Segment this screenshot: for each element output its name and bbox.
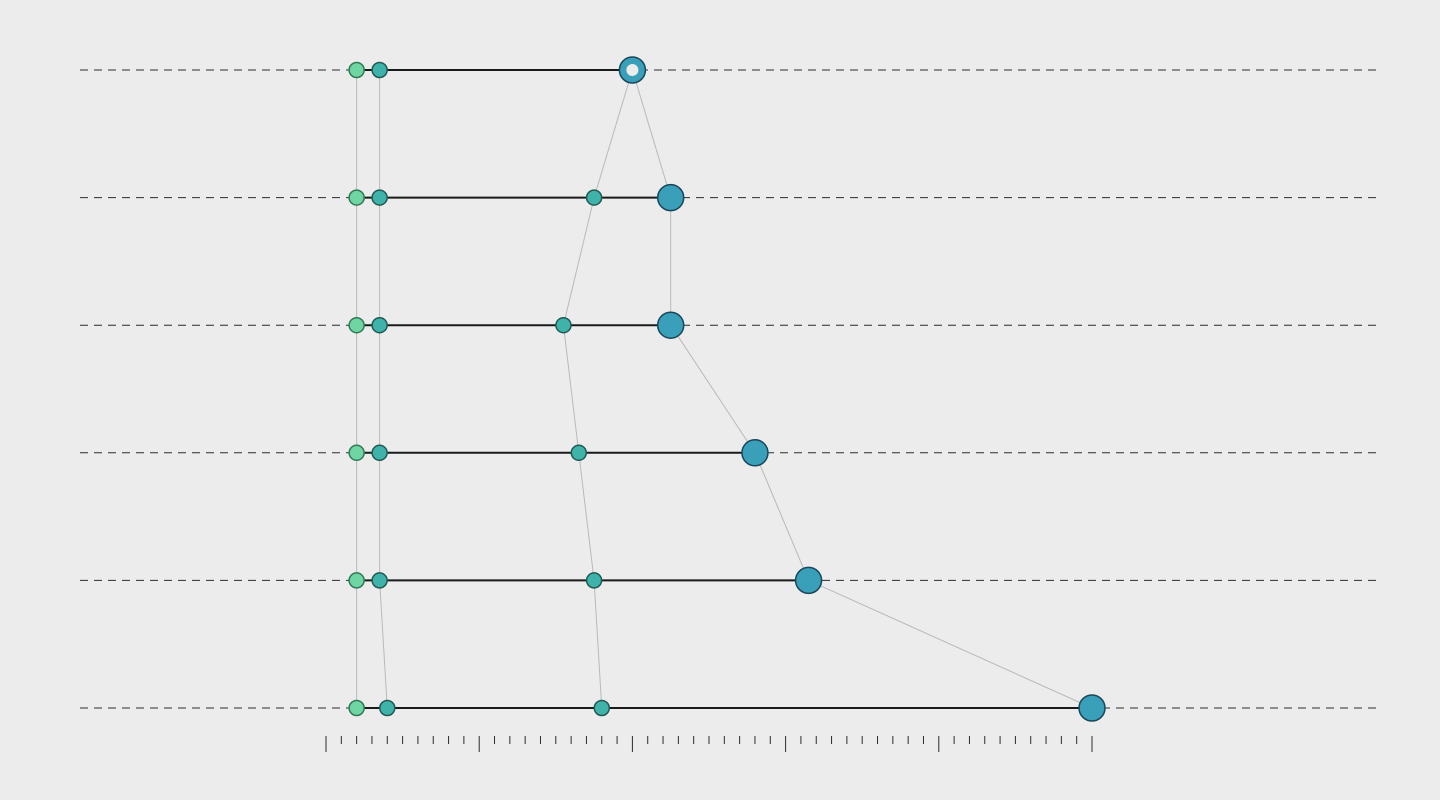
marker-s2 <box>372 318 387 333</box>
marker-s1 <box>349 701 364 716</box>
marker-mid <box>556 318 571 333</box>
marker-s3 <box>658 312 684 338</box>
marker-mid <box>587 190 602 205</box>
marker-s1 <box>349 63 364 78</box>
dot-plot-chart <box>0 0 1440 800</box>
marker-mid <box>571 445 586 460</box>
marker-s3 <box>658 185 684 211</box>
marker-mid <box>587 573 602 588</box>
marker-s2 <box>372 190 387 205</box>
marker-s1 <box>349 190 364 205</box>
marker-s1 <box>349 445 364 460</box>
marker-s3 <box>742 440 768 466</box>
marker-s2 <box>372 445 387 460</box>
marker-s3 <box>1079 695 1105 721</box>
marker-s2 <box>380 701 395 716</box>
marker-ring <box>624 62 640 78</box>
marker-s1 <box>349 573 364 588</box>
marker-mid <box>594 701 609 716</box>
marker-s3 <box>796 567 822 593</box>
marker-s1 <box>349 318 364 333</box>
marker-s2 <box>372 573 387 588</box>
marker-s2 <box>372 63 387 78</box>
